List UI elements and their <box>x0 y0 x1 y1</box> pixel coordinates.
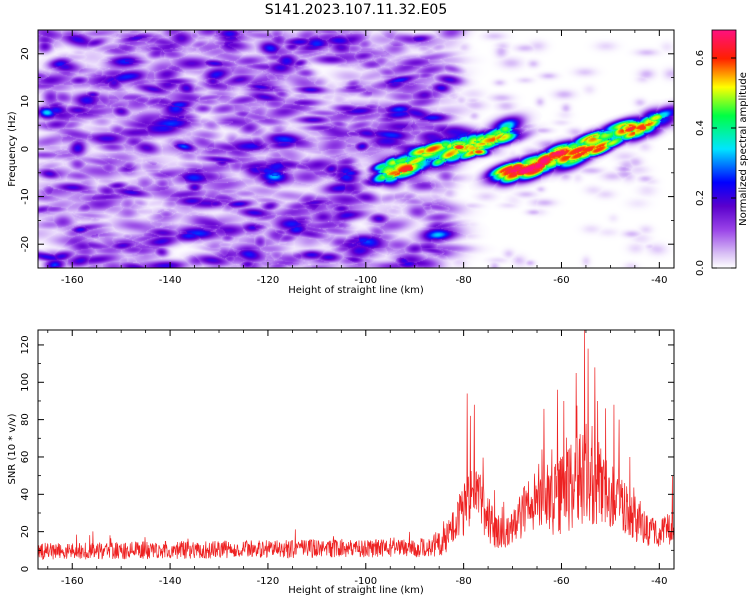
snr-series-line <box>38 330 674 560</box>
spectrogram-y-tick-label: -20 <box>20 236 31 252</box>
spectrogram-y-label: Frequency (Hz) <box>7 111 18 187</box>
snr-x-tick-label: -80 <box>455 576 471 587</box>
spectrogram-x-label: Height of straight line (km) <box>288 285 424 296</box>
snr-x-tick-label: -100 <box>354 576 377 587</box>
snr-ticks: -160 -140 -120 -100 -80 -60 -40 0 20 40 60 80 100 120 <box>20 330 674 587</box>
snr-y-tick-label: 0 <box>20 566 31 572</box>
snr-y-tick-label: 40 <box>20 488 31 501</box>
snr-x-tick-label: -160 <box>61 576 84 587</box>
colorbar-ticks: 0.0 0.2 0.4 0.6 <box>695 50 736 276</box>
spectrogram-heatmap <box>38 30 674 268</box>
figure-title: S141.2023.107.11.32.E05 <box>265 2 448 18</box>
spectrogram-y-tick-label: -10 <box>20 188 31 204</box>
snr-x-tick-label: -60 <box>553 576 569 587</box>
snr-x-tick-label: -120 <box>257 576 280 587</box>
colorbar-tick-label: 0.2 <box>695 190 706 206</box>
snr-y-tick-label: 60 <box>20 451 31 464</box>
spectrogram-y-tick-label: 20 <box>20 47 31 60</box>
snr-x-label: Height of straight line (km) <box>288 585 424 596</box>
spectrogram-x-tick-label: -140 <box>159 275 182 286</box>
colorbar-label: Normalized spectral amplitude <box>738 72 749 226</box>
spectrogram-y-tick-label: 10 <box>20 95 31 108</box>
spectrogram-x-tick-label: -100 <box>354 275 377 286</box>
spectrogram-x-tick-label: -120 <box>257 275 280 286</box>
snr-y-tick-label: 80 <box>20 413 31 426</box>
spectrogram-x-tick-label: -40 <box>651 275 667 286</box>
spectrogram-x-tick-label: -60 <box>553 275 569 286</box>
snr-x-tick-label: -140 <box>159 576 182 587</box>
snr-chart: -160 -140 -120 -100 -80 -60 -40 0 20 40 60 80 100 120… <box>7 329 675 596</box>
snr-y-tick-label: 20 <box>20 525 31 538</box>
colorbar-tick-label: 0.0 <box>695 260 706 276</box>
snr-y-tick-label: 120 <box>20 335 31 354</box>
spectrogram-x-tick-label: -80 <box>455 275 471 286</box>
snr-y-label: SNR (10 * v/v) <box>7 413 18 484</box>
colorbar: 0.0 0.2 0.4 0.6 Normalized spectral amplitu… <box>695 29 749 276</box>
snr-frame <box>37 329 675 570</box>
snr-y-tick-label: 100 <box>20 373 31 392</box>
colorbar-tick-label: 0.6 <box>695 50 706 66</box>
snr-x-tick-label: -40 <box>651 576 667 587</box>
colorbar-gradient <box>711 29 737 269</box>
colorbar-tick-label: 0.4 <box>695 120 706 136</box>
spectrogram-y-tick-label: 0 <box>20 146 31 152</box>
spectrogram-x-tick-label: -160 <box>61 275 84 286</box>
